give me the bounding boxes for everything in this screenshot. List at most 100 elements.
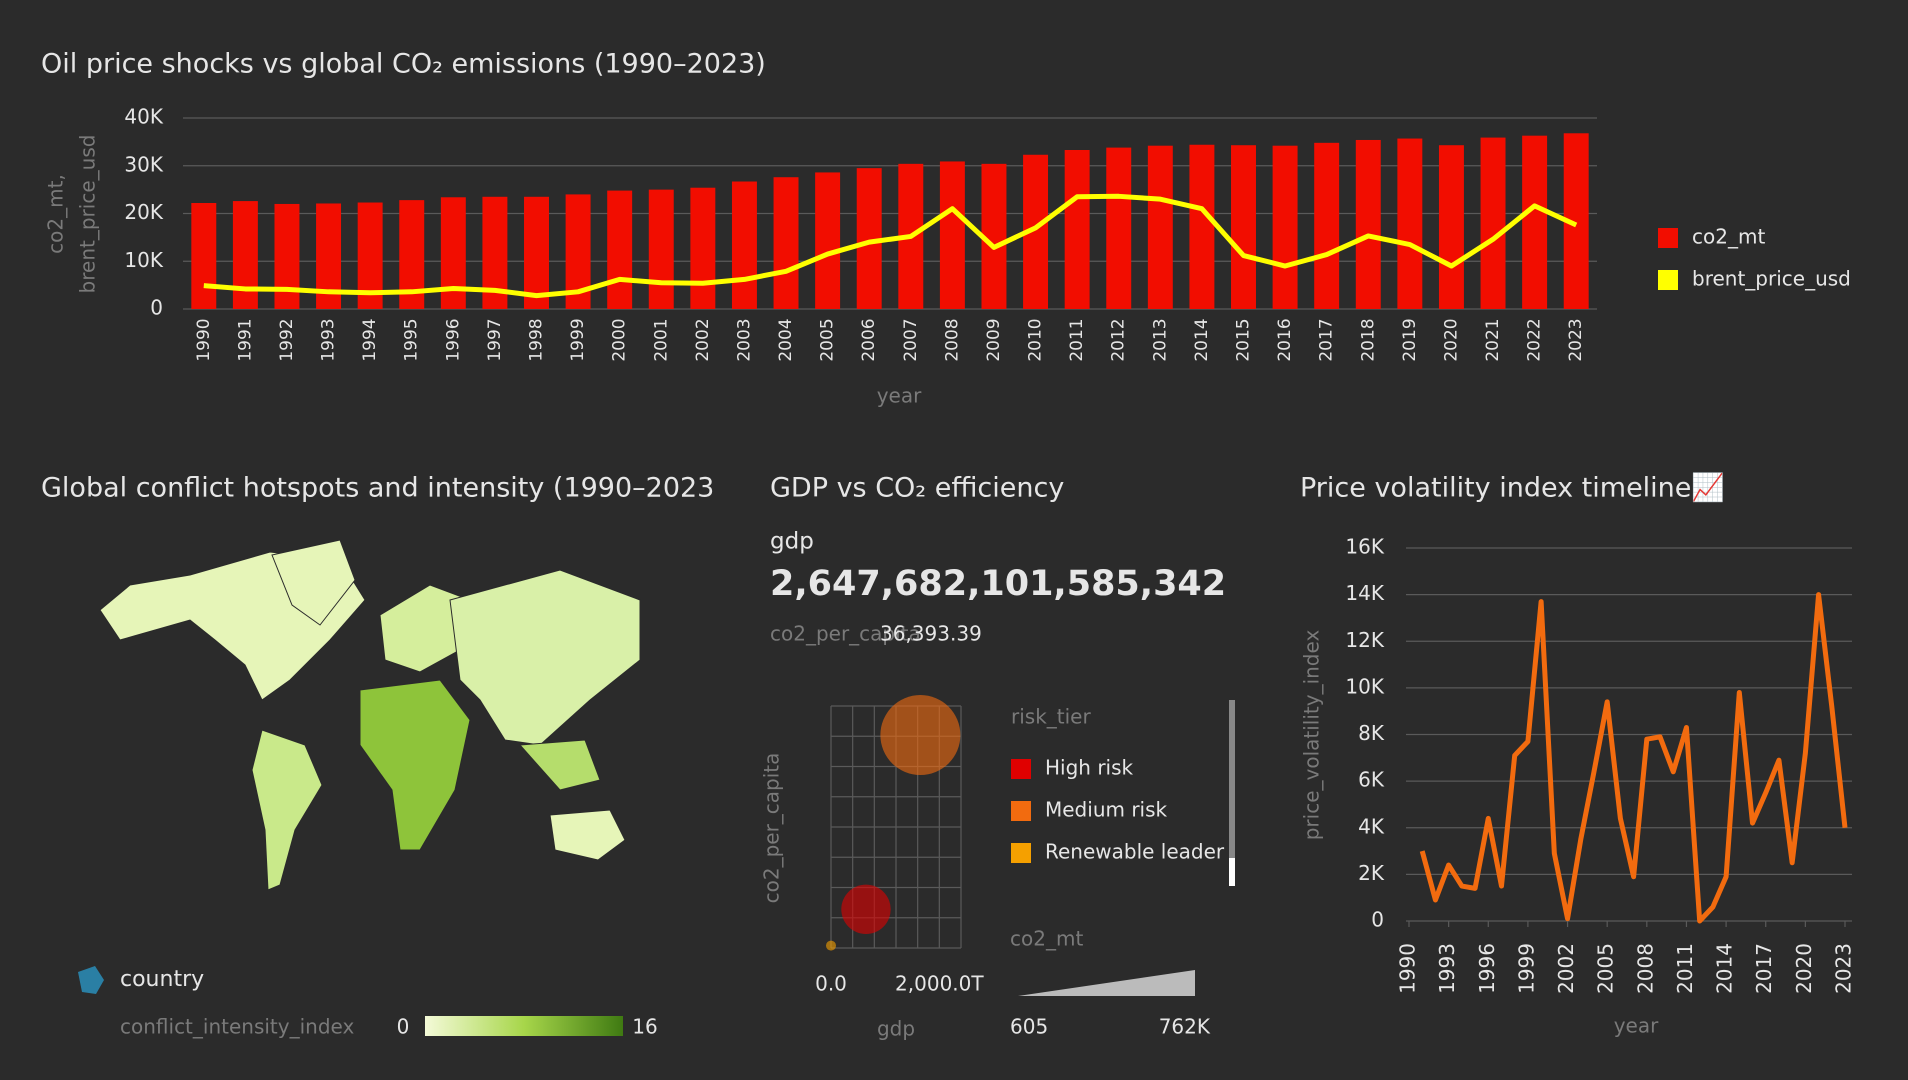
bar bbox=[731, 181, 757, 309]
x-tick-label: 2022 bbox=[1525, 318, 1545, 361]
bar bbox=[440, 197, 466, 309]
bar bbox=[1231, 145, 1256, 309]
bar bbox=[690, 187, 716, 309]
x-tick-label: 2016 bbox=[1275, 318, 1295, 361]
bubble bbox=[825, 940, 837, 951]
y-axis-label: co2_mt, bbox=[44, 174, 68, 254]
bar bbox=[1397, 138, 1423, 309]
y-tick-label: 20K bbox=[124, 200, 163, 224]
x-tick-label: 1998 bbox=[527, 318, 547, 361]
legend-swatch bbox=[1011, 801, 1031, 821]
y-tick-label: 16K bbox=[1345, 535, 1384, 559]
legend-label: brent_price_usd bbox=[1692, 267, 1851, 291]
x-tick-label: 2014 bbox=[1192, 318, 1212, 361]
x-tick-label: 2003 bbox=[734, 318, 754, 361]
x-tick-label: 1995 bbox=[402, 318, 422, 361]
bar bbox=[1064, 149, 1090, 309]
x-tick-label: 2012 bbox=[1109, 318, 1129, 361]
legend-swatch bbox=[1011, 759, 1031, 779]
y-tick-label: 2K bbox=[1358, 861, 1385, 885]
line bbox=[1419, 592, 1848, 924]
scrollbar bbox=[1229, 700, 1235, 886]
x-tick-label: 2019 bbox=[1400, 318, 1420, 361]
y-tick-label: 4K bbox=[1358, 814, 1385, 838]
x-tick-label: 2013 bbox=[1150, 318, 1170, 361]
x-tick-label: 1993 bbox=[319, 318, 339, 361]
south-america bbox=[251, 729, 323, 891]
legend-label: country bbox=[120, 967, 204, 992]
bar bbox=[1438, 145, 1464, 309]
x-axis-label: year bbox=[877, 384, 922, 408]
chart-title: Global conflict hotspots and intensity (… bbox=[41, 473, 714, 504]
x-tick-label: 1992 bbox=[277, 318, 297, 361]
y-tick-label: 8K bbox=[1358, 721, 1385, 745]
kpi-value: 2,647,682,101,585,342 bbox=[770, 564, 1226, 604]
x-tick-label: 1990 bbox=[194, 318, 214, 361]
x-tick-label: 2023 bbox=[1832, 943, 1856, 994]
x-tick-label: 1999 bbox=[568, 318, 588, 361]
x-tick-label: 2,000.0T bbox=[895, 972, 984, 996]
legend-swatch bbox=[1658, 228, 1678, 248]
chart-title: GDP vs CO₂ efficiency bbox=[770, 473, 1064, 504]
x-tick-label: 1990 bbox=[1396, 943, 1420, 994]
x-tick-label: 2021 bbox=[1483, 318, 1503, 361]
x-tick-label: 2020 bbox=[1792, 943, 1816, 994]
legend-icon bbox=[78, 966, 104, 994]
bar bbox=[815, 172, 841, 309]
x-tick-label: 2005 bbox=[1594, 943, 1618, 994]
bubble bbox=[880, 695, 961, 776]
bar bbox=[648, 189, 674, 309]
y-tick-label: 10K bbox=[124, 248, 163, 272]
bar bbox=[1189, 144, 1215, 309]
x-tick-label: 2011 bbox=[1673, 943, 1697, 994]
size-legend-label: 605 bbox=[1010, 1015, 1048, 1039]
y-tick-label: 6K bbox=[1358, 768, 1385, 792]
size-legend-title: co2_mt bbox=[1010, 927, 1083, 951]
asia bbox=[449, 569, 641, 746]
x-tick-label: 2011 bbox=[1067, 318, 1087, 361]
y-axis-label: brent_price_usd bbox=[76, 135, 100, 294]
x-tick-label: 1991 bbox=[235, 318, 255, 361]
world-map bbox=[78, 539, 641, 1036]
colorbar-tick-label: 0 bbox=[397, 1015, 410, 1039]
x-tick-label: 2020 bbox=[1441, 318, 1461, 361]
x-tick-label: 2008 bbox=[1633, 943, 1657, 994]
x-tick-label: 2017 bbox=[1752, 943, 1776, 994]
bar bbox=[773, 177, 799, 309]
colorbar-tick-label: 16 bbox=[632, 1015, 657, 1039]
x-axis-label: year bbox=[1614, 1014, 1659, 1038]
y-tick-label: 40K bbox=[124, 105, 163, 129]
kpi-sub-value: 36,393.39 bbox=[880, 622, 982, 646]
line bbox=[203, 193, 1578, 299]
y-tick-label: 0 bbox=[150, 296, 163, 320]
legend-label: co2_mt bbox=[1692, 225, 1765, 249]
x-tick-label: 1999 bbox=[1514, 943, 1538, 994]
x-tick-label: 2023 bbox=[1566, 318, 1586, 361]
bar bbox=[1480, 137, 1506, 309]
x-tick-label: 1996 bbox=[443, 318, 463, 361]
x-tick-label: 2001 bbox=[651, 318, 671, 361]
kpi-sub-label: co2_per_capita bbox=[770, 622, 921, 646]
x-tick-label: 2002 bbox=[1554, 943, 1578, 994]
bar bbox=[607, 190, 633, 309]
colorbar bbox=[425, 1016, 623, 1036]
x-tick-label: 2002 bbox=[693, 318, 713, 361]
bar bbox=[1147, 145, 1173, 309]
legend-label: Medium risk bbox=[1045, 798, 1168, 822]
colorbar-label: conflict_intensity_index bbox=[120, 1015, 354, 1039]
y-axis-label: co2_per_capita bbox=[760, 753, 784, 904]
legend-swatch bbox=[1658, 270, 1678, 290]
bar bbox=[1272, 145, 1298, 309]
x-tick-label: 2017 bbox=[1317, 318, 1337, 361]
x-tick-label: 2009 bbox=[984, 318, 1004, 361]
bar bbox=[524, 196, 549, 309]
x-tick-label: 2000 bbox=[610, 318, 630, 361]
bar bbox=[232, 201, 258, 309]
size-legend-label: 762K bbox=[1159, 1015, 1211, 1039]
x-axis-label: gdp bbox=[877, 1017, 915, 1041]
x-tick-label: 1996 bbox=[1475, 943, 1499, 994]
southeast-asia bbox=[518, 739, 601, 791]
x-tick-label: 0.0 bbox=[815, 972, 847, 996]
x-tick-label: 2014 bbox=[1713, 943, 1737, 994]
size-wedge bbox=[1018, 970, 1195, 996]
